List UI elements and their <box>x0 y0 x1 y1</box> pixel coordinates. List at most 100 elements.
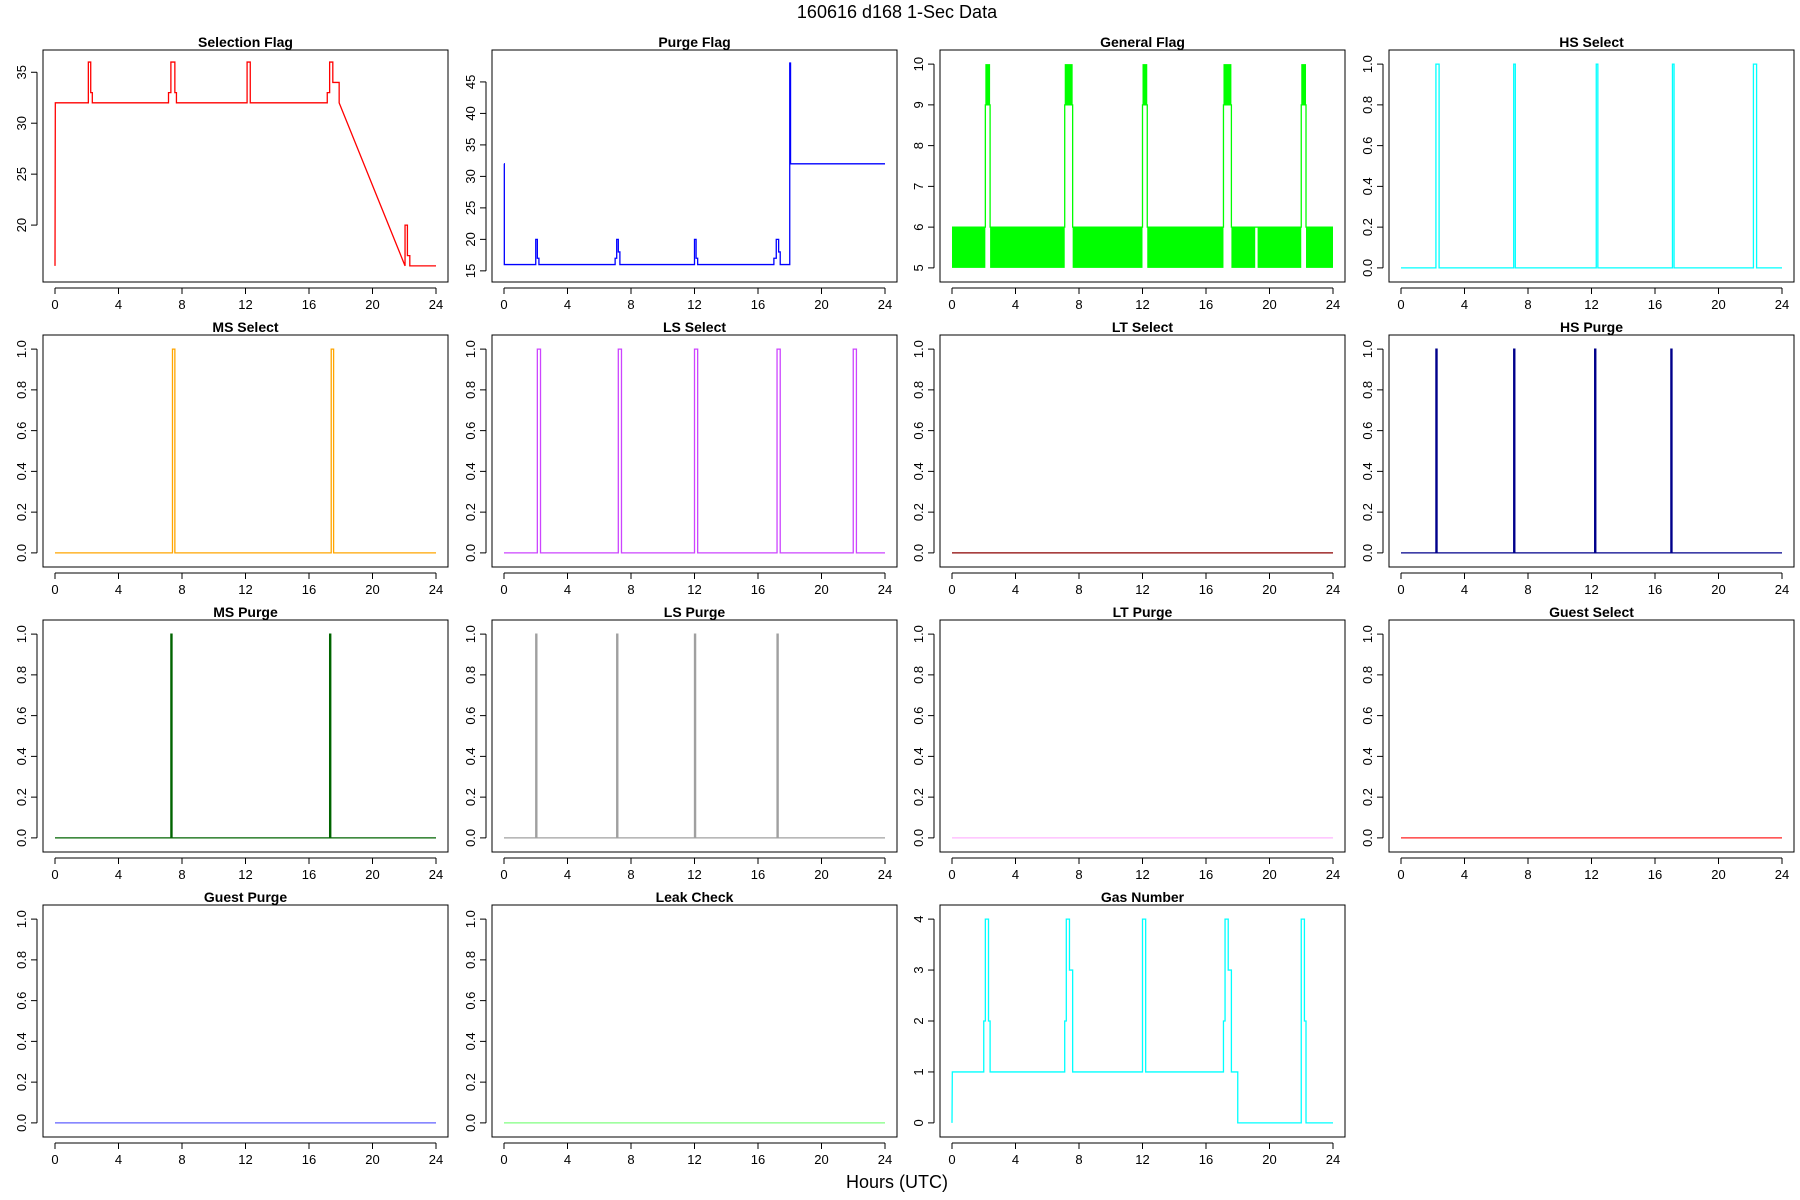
y-tick-label: 0.0 <box>911 829 926 847</box>
y-tick-label: 0.4 <box>911 462 926 480</box>
y-tick-label: 9 <box>911 101 926 108</box>
y-tick-label: 30 <box>463 169 478 183</box>
panel: LT Select 0 4 8 12 16 20 24 0.0 0.2 0.4 0.6 0.8 1.0 <box>911 319 1346 597</box>
y-tick-label: 0.8 <box>911 381 926 399</box>
x-tick-label: 24 <box>1326 582 1340 597</box>
y-tick-label: 0.8 <box>1360 666 1375 684</box>
x-tick-label: 12 <box>1135 1152 1149 1167</box>
x-tick-label: 16 <box>751 582 765 597</box>
x-tick-label: 12 <box>1135 867 1149 882</box>
y-tick-label: 0.6 <box>463 992 478 1010</box>
data-band <box>1072 227 1143 268</box>
y-tick-label: 1.0 <box>463 340 478 358</box>
x-tick-label: 0 <box>51 867 58 882</box>
x-tick-label: 0 <box>948 1152 955 1167</box>
panel: Purge Flag 0 4 8 12 16 20 24 15 20 25 30 35 40 45 <box>463 34 898 312</box>
x-tick-label: 0 <box>1397 582 1404 597</box>
x-tick-label: 8 <box>178 1152 185 1167</box>
x-tick-label: 20 <box>814 297 828 312</box>
y-tick-label: 0.8 <box>463 951 478 969</box>
y-tick-label: 0.0 <box>463 1114 478 1132</box>
y-tick-label: 0.6 <box>463 422 478 440</box>
y-tick-label: 0.2 <box>14 1073 29 1091</box>
series-line <box>504 633 885 839</box>
series-line <box>1401 63 1782 269</box>
y-tick-label: 0.4 <box>463 462 478 480</box>
panel-title: Guest Select <box>1549 604 1634 620</box>
plot-frame <box>939 334 1346 568</box>
series-line <box>1401 348 1782 554</box>
x-tick-label: 16 <box>751 297 765 312</box>
plot-frame <box>491 904 898 1138</box>
panel: LS Purge 0 4 8 12 16 20 24 0.0 0.2 0.4 0.6 0.8 1.0 <box>463 604 898 882</box>
x-tick-label: 16 <box>302 582 316 597</box>
panel: Leak Check 0 4 8 12 16 20 24 0.0 0.2 0.4 0.6 0.8 1.0 <box>463 889 898 1167</box>
panel-title: LS Select <box>663 319 726 335</box>
x-tick-label: 4 <box>115 1152 122 1167</box>
panel-title: LS Purge <box>664 604 726 620</box>
y-tick-label: 7 <box>911 183 926 190</box>
x-tick-label: 8 <box>1075 582 1082 597</box>
y-tick-label: 0.8 <box>1360 381 1375 399</box>
x-tick-label: 12 <box>238 582 252 597</box>
plot-frame <box>939 619 1346 853</box>
series-line <box>54 61 436 267</box>
panel-title: General Flag <box>1100 34 1185 50</box>
x-tick-label: 4 <box>1461 297 1468 312</box>
plot-frame <box>42 334 449 568</box>
panel: Selection Flag 0 4 8 12 16 20 24 20 25 30 35 <box>14 34 449 312</box>
x-tick-label: 0 <box>500 867 507 882</box>
x-tick-label: 8 <box>1075 297 1082 312</box>
data-band <box>985 64 991 105</box>
x-tick-label: 16 <box>1648 867 1662 882</box>
y-tick-label: 0.8 <box>1360 96 1375 114</box>
x-tick-label: 4 <box>1012 867 1019 882</box>
y-tick-label: 30 <box>14 116 29 130</box>
y-tick-label: 0.8 <box>911 666 926 684</box>
y-tick-label: 1 <box>911 1068 926 1075</box>
x-tick-label: 20 <box>1262 297 1276 312</box>
x-tick-label: 0 <box>948 297 955 312</box>
plot-frame <box>1388 334 1795 568</box>
plot-frame <box>42 49 449 283</box>
y-tick-label: 8 <box>911 142 926 149</box>
plot-frame <box>491 334 898 568</box>
panel-title: HS Select <box>1559 34 1624 50</box>
y-tick-label: 0.2 <box>911 788 926 806</box>
y-tick-label: 0.6 <box>14 422 29 440</box>
y-tick-label: 40 <box>463 106 478 120</box>
x-tick-label: 8 <box>1524 582 1531 597</box>
x-tick-label: 24 <box>429 1152 443 1167</box>
x-tick-label: 24 <box>1326 867 1340 882</box>
x-tick-label: 20 <box>365 582 379 597</box>
x-tick-label: 8 <box>178 297 185 312</box>
y-tick-label: 0.4 <box>463 747 478 765</box>
y-tick-label: 1.0 <box>911 340 926 358</box>
x-tick-label: 16 <box>1648 582 1662 597</box>
x-tick-label: 4 <box>564 582 571 597</box>
x-tick-label: 4 <box>115 582 122 597</box>
x-tick-label: 12 <box>687 297 701 312</box>
x-tick-label: 0 <box>51 297 58 312</box>
y-tick-label: 0.6 <box>14 707 29 725</box>
x-tick-label: 20 <box>1262 867 1276 882</box>
x-tick-label: 12 <box>687 582 701 597</box>
x-tick-label: 16 <box>1199 1152 1213 1167</box>
x-tick-label: 4 <box>115 867 122 882</box>
y-tick-label: 0.4 <box>14 462 29 480</box>
y-tick-label: 1.0 <box>1360 55 1375 73</box>
x-tick-label: 24 <box>429 867 443 882</box>
y-tick-label: 0.2 <box>463 503 478 521</box>
x-tick-label: 24 <box>878 867 892 882</box>
y-tick-label: 0.8 <box>463 381 478 399</box>
y-tick-label: 20 <box>463 232 478 246</box>
plot-frame <box>42 904 449 1138</box>
x-tick-label: 4 <box>115 297 122 312</box>
data-band <box>1231 227 1256 268</box>
panel: General Flag 0 4 8 12 16 20 24 5 6 7 8 9 10 <box>911 34 1346 312</box>
data-band <box>1147 227 1224 268</box>
y-tick-label: 0.0 <box>14 829 29 847</box>
x-tick-label: 8 <box>1075 1152 1082 1167</box>
